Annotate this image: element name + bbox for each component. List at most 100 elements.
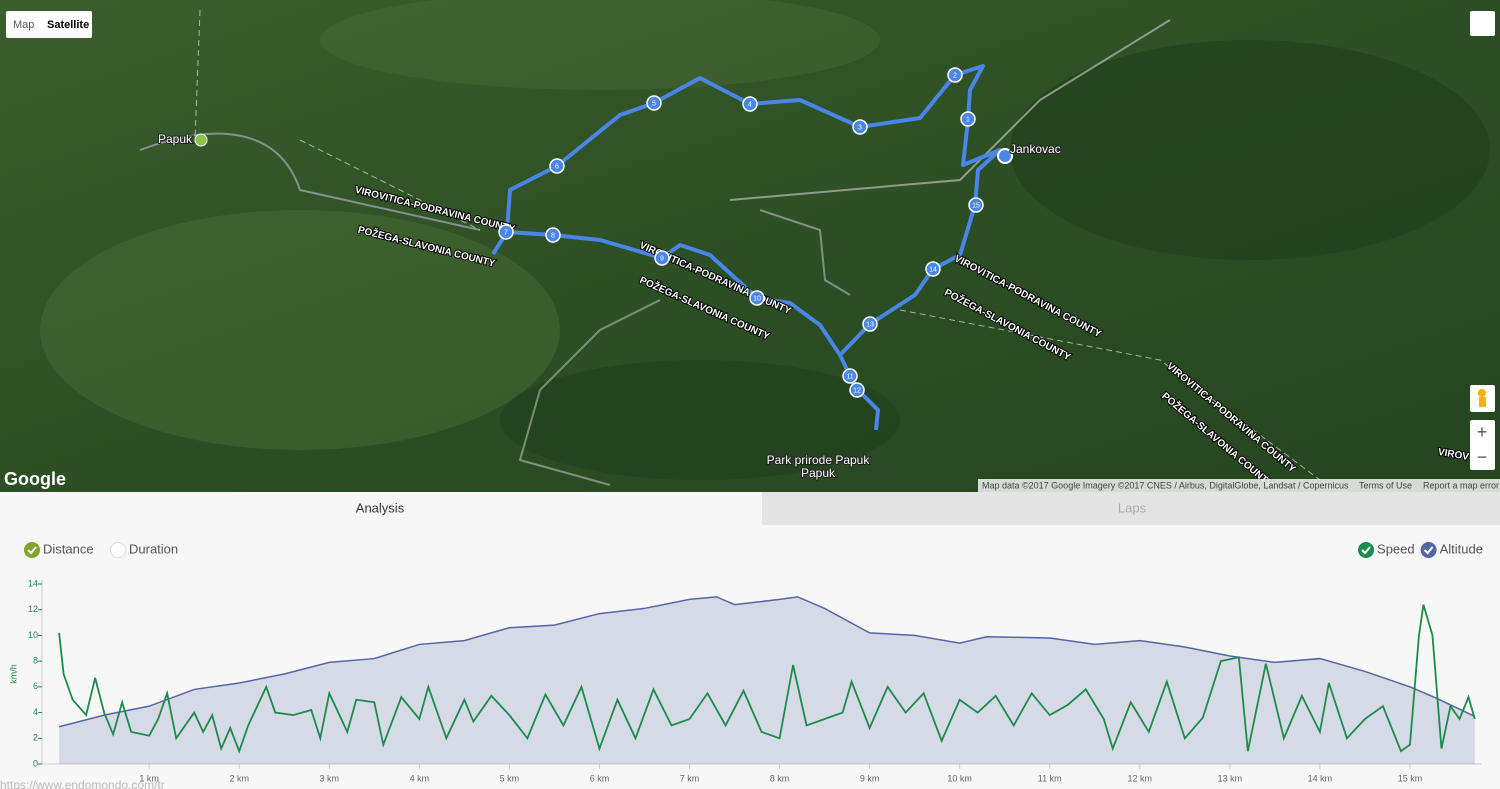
x-tick-label: 2 km [229,773,249,783]
x-tick-label: 3 km [320,773,340,783]
route-marker-label: 6 [555,163,559,170]
zoom-control [1470,420,1495,470]
terrain [500,360,900,480]
y-tick-label: 4 [33,707,38,717]
place-label: Papuk [801,466,836,480]
altitude-area [59,596,1475,764]
x-tick-label: 6 km [590,773,610,783]
toggle-label: Distance [43,541,94,556]
y-tick-label: 10 [28,630,38,640]
route-marker[interactable] [646,95,662,111]
x-tick-label: 15 km [1398,773,1423,783]
report-link[interactable]: Report a map error [1423,480,1499,490]
pegman [1478,389,1486,397]
route-marker-label: 12 [853,387,861,394]
route-marker[interactable] [545,227,561,243]
x-tick-label: 9 km [860,773,880,783]
zoom-out[interactable]: − [1477,447,1488,467]
x-tick-label: 7 km [680,773,700,783]
route-marker-label: 1 [966,116,970,123]
route-marker-label: 13 [866,321,874,328]
zoom-in[interactable]: + [1477,422,1488,442]
series-line [58,596,1476,728]
route-marker-label: 11 [846,373,853,380]
x-tick-label: 11 km [1038,773,1062,783]
check-icon [1423,546,1434,555]
route-marker[interactable] [960,111,976,127]
route-marker[interactable] [925,261,941,277]
y-tick-label: 2 [33,733,38,743]
park-icon [194,133,208,147]
map[interactable]: Papuk Jankovac Park prirode Papuk Papuk … [0,0,1500,492]
county-border [194,9,1321,481]
status-url: https://www.endomondo.com/tr [0,778,165,789]
route-marker[interactable] [654,250,670,266]
legend-label: Speed [1377,541,1415,556]
x-tick-label: 4 km [410,773,430,783]
route-marker[interactable] [549,158,565,174]
route-marker[interactable] [749,290,765,306]
fullscreen-button[interactable] [1470,11,1495,36]
start-marker[interactable] [997,148,1013,164]
route-marker-label: 10 [753,295,761,302]
checkbox-unchecked[interactable] [110,542,126,558]
route-marker[interactable] [498,224,514,240]
route-marker[interactable] [842,368,858,384]
y-tick-label: 14 [28,578,38,588]
place-label: Jankovac [1010,142,1061,156]
place-label: Papuk [158,132,193,146]
toggle-label: Duration [129,541,178,556]
x-tick-label: 14 km [1308,773,1333,783]
route [506,230,842,357]
tab-active[interactable] [0,492,762,525]
route-marker[interactable] [849,382,865,398]
terms-link[interactable]: Terms of Use [1359,480,1412,490]
check-icon [27,546,37,555]
route-marker[interactable] [968,197,984,213]
x-tick-label: 13 km [1218,773,1243,783]
road [518,299,661,486]
y-tick-label: 6 [33,681,38,691]
terrain [1010,40,1490,260]
route-marker-label: 5 [652,100,656,107]
route-marker-label: 4 [748,101,752,108]
legend-checkbox[interactable] [1420,542,1437,558]
route-marker-label: 15 [972,202,980,209]
route-marker[interactable] [742,96,758,112]
attribution: Map data ©2017 Google Imagery ©2017 CNES… [982,480,1349,490]
attribution-bar [978,479,1500,492]
x-tick-label: 1 km [139,773,159,783]
y-tick-label: 12 [28,604,38,614]
route [491,64,1002,431]
tab-label: Laps [1118,500,1147,515]
y-tick-label: 8 [33,656,38,666]
pegman [1479,397,1486,407]
satellite-button[interactable]: Satellite [47,19,89,31]
checkbox-checked[interactable] [24,542,40,558]
route-marker[interactable] [862,316,878,332]
route-marker-label: 7 [504,229,508,236]
check-icon [1361,546,1371,555]
tab-label: Analysis [356,500,405,515]
road [139,132,481,231]
place-label: Park prirode Papuk [767,453,871,467]
google-logo: Google [4,469,66,489]
route-marker-label: 14 [929,266,937,273]
route-marker[interactable] [947,67,963,83]
road [759,209,851,296]
y-axis-label: km/h [8,664,18,684]
route-marker-label: 2 [953,72,957,79]
map-button[interactable]: Map [13,19,34,31]
terrain [40,210,560,450]
y-tick-label: 0 [33,758,38,768]
series-line [58,604,1476,754]
tab-inactive[interactable] [762,492,1500,525]
route-marker[interactable] [852,119,868,135]
road [729,19,1171,201]
x-tick-label: 5 km [500,773,520,783]
legend-checkbox[interactable] [1358,542,1375,558]
x-tick-label: 8 km [770,773,790,783]
legend-label: Altitude [1440,541,1483,556]
